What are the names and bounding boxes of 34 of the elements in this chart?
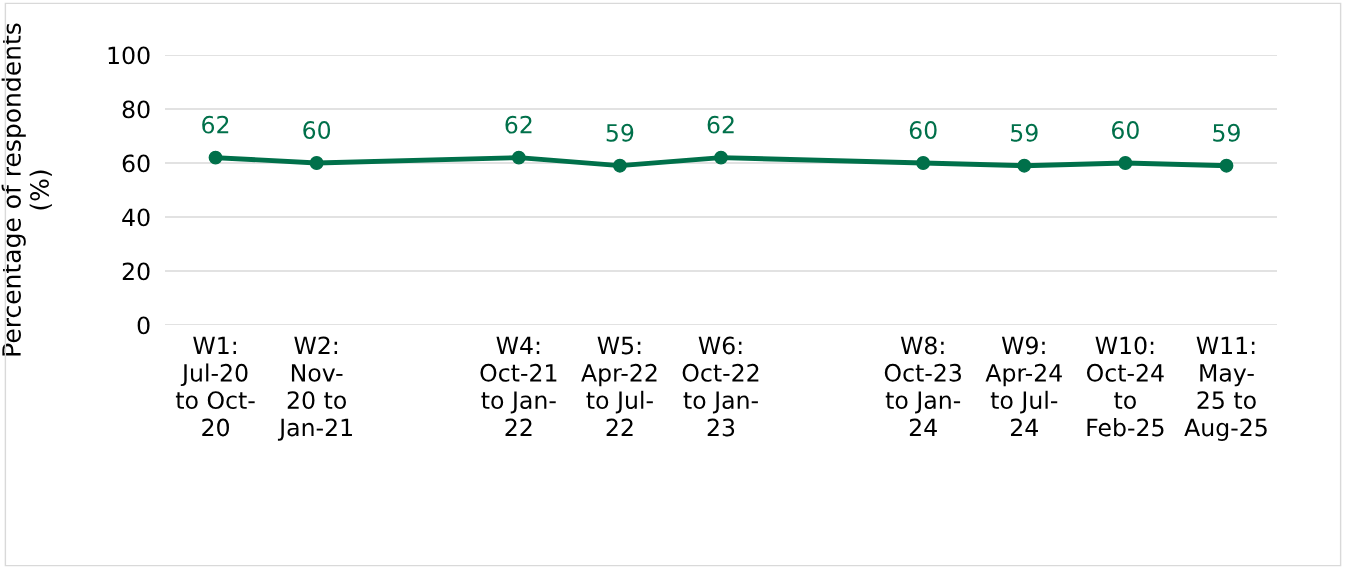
data-label: 59 [606, 123, 634, 142]
point [916, 156, 931, 170]
point [714, 150, 728, 165]
point [511, 150, 526, 165]
point [1219, 158, 1234, 173]
data-label: 60 [303, 121, 331, 139]
y-axis-title: Percentage of respondents (%) [1, 23, 52, 356]
x-tick-label: W2: Nov- 20 to Jan-21 [277, 336, 352, 441]
x-tick-label: W10: Oct-24 to Feb-25 [1086, 336, 1164, 437]
x-tick-label: W1: Jul-20 to Oct- 20 [175, 336, 255, 437]
x-tick-label: W4: Oct-21 to Jan- 22 [480, 336, 557, 437]
x-tick-label: W6: Oct-22 to Jan- 23 [682, 336, 759, 437]
data-label: 60 [909, 121, 937, 139]
x-tick-label: W11: May- 25 to Aug-25 [1184, 336, 1267, 441]
y-tick-label: 60 [122, 154, 150, 173]
x-tick-label: W9: Apr-24 to Jul- 24 [985, 336, 1062, 437]
point [612, 158, 627, 173]
data-label: 59 [1011, 123, 1038, 142]
data-label: 62 [707, 115, 734, 134]
point [1017, 158, 1032, 173]
point [309, 156, 324, 170]
data-label: 62 [505, 115, 532, 134]
data-label: 60 [1111, 121, 1139, 139]
x-tick-label: W5: Apr-22 to Jul- 22 [581, 336, 657, 437]
point [1118, 156, 1133, 170]
y-tick-label: 40 [122, 208, 150, 227]
point [208, 150, 223, 165]
y-tick-label: 20 [122, 262, 150, 281]
data-label: 59 [1213, 123, 1240, 142]
data-label: 62 [202, 115, 229, 134]
y-tick-label: 80 [122, 100, 150, 119]
y-tick-label: 100 [108, 46, 150, 65]
x-tick-label: W8: Oct-23 to Jan- 24 [884, 336, 961, 437]
y-tick-label: 0 [137, 316, 150, 335]
